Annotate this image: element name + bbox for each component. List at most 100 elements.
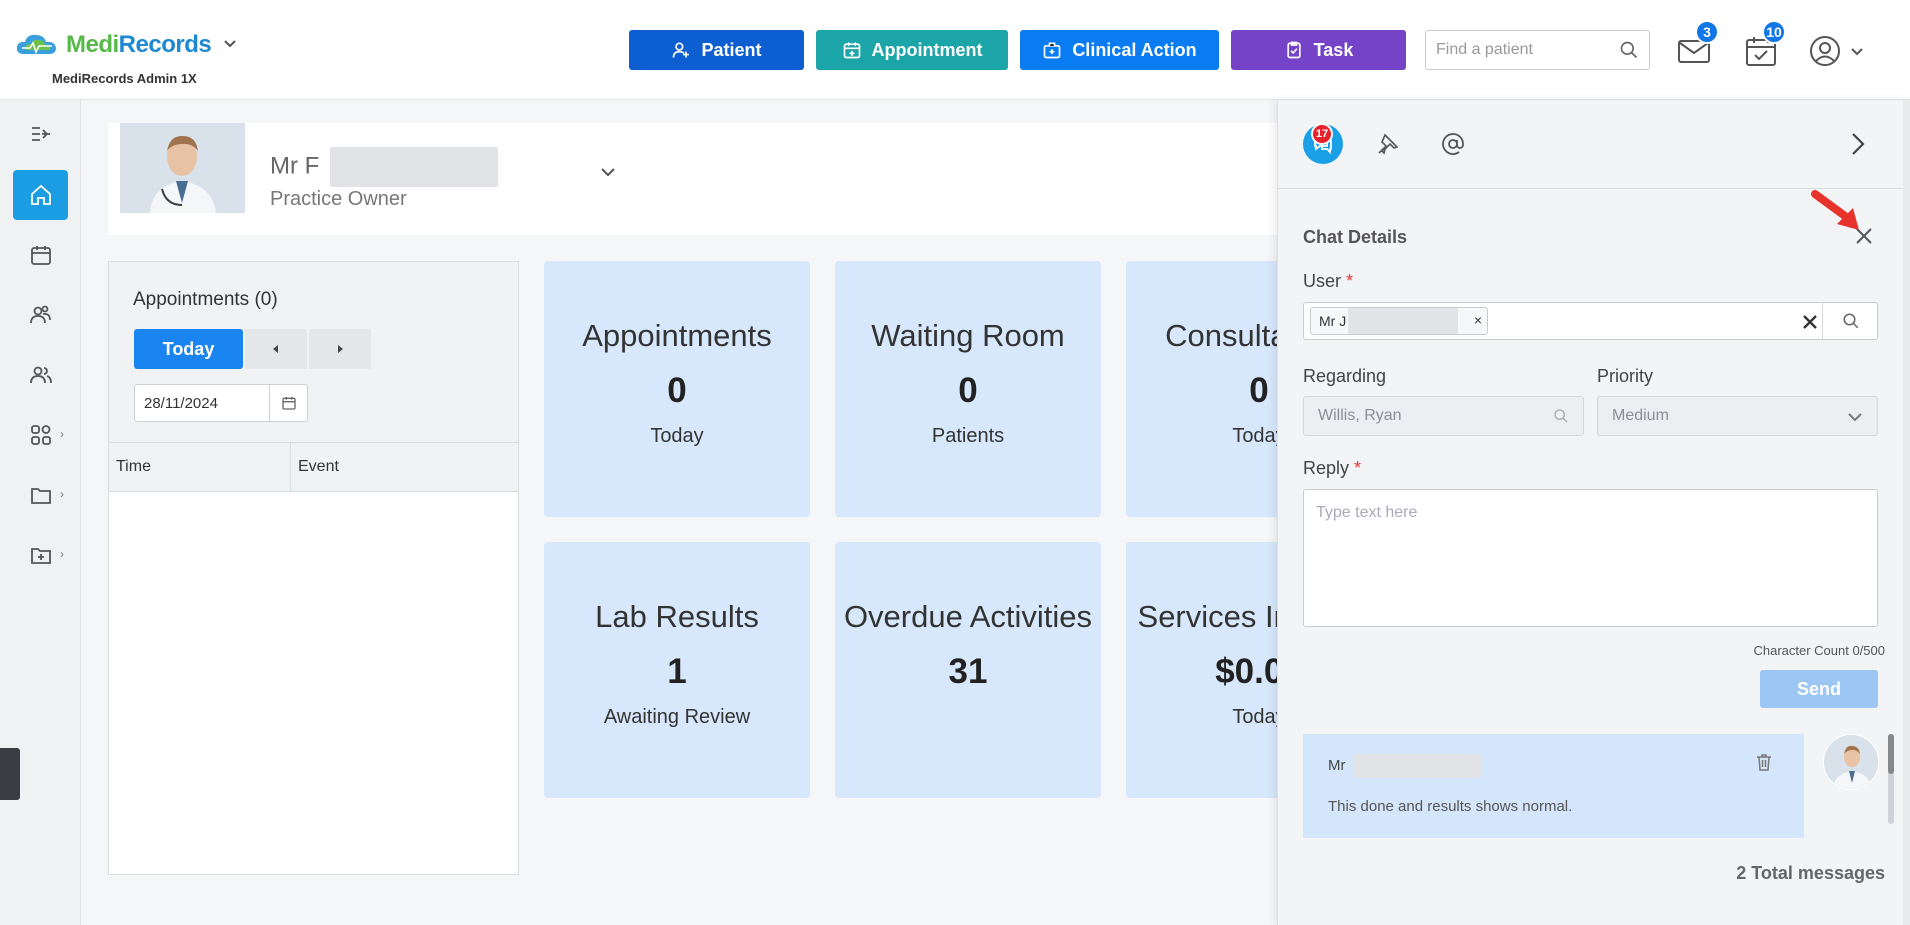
regarding-field: Willis, Ryan [1303,396,1584,436]
reply-label-text: Reply [1303,458,1350,478]
next-day-button[interactable] [309,329,371,369]
add-appointment-button[interactable]: Appointment [816,30,1008,70]
column-time: Time [109,443,291,491]
tile-title: Overdue Activities [843,599,1093,634]
caret-left-icon [273,345,278,353]
nav-home[interactable] [13,170,68,220]
nav-add-folder[interactable]: › [13,530,68,580]
reply-label: Reply * [1303,458,1361,479]
app-logo[interactable]: MediRecords [14,30,237,60]
users-icon [29,366,52,384]
tile-subtitle: Today [1232,706,1286,728]
modules-icon [30,425,51,445]
chat-tabs [1278,100,1910,189]
today-button[interactable]: Today [134,329,243,369]
required-mark: * [1346,271,1354,291]
messages-button[interactable]: 3 [1677,20,1719,68]
remove-chip-icon[interactable]: × [1473,312,1482,328]
add-task-label: Task [1313,39,1354,60]
add-task-button[interactable]: Task [1231,30,1406,70]
user-label-text: User [1303,271,1342,291]
character-count: Character Count 0/500 [1753,643,1885,658]
required-mark: * [1354,458,1362,478]
user-menu[interactable] [1808,34,1868,68]
priority-label: Priority [1597,366,1654,386]
user-field[interactable]: Mr J × [1303,302,1878,340]
appointments-title: Appointments (0) [133,289,278,310]
calendar-icon [30,246,51,265]
patient-search-input[interactable] [1426,31,1606,69]
reply-box[interactable] [1303,489,1878,627]
user-search-button[interactable] [1822,303,1878,339]
expand-menu-button[interactable] [13,109,68,159]
caret-right-icon [338,345,343,353]
tile-title: Appointments [582,318,772,353]
calendar-icon[interactable] [269,385,307,421]
add-patient-label: Patient [701,39,762,60]
page-scrollbar[interactable] [1903,100,1910,925]
chat-message: Mr This done and results shows normal. [1303,734,1804,838]
clinical-action-button[interactable]: Clinical Action [1020,30,1219,70]
tile-value: 0 [667,371,687,410]
user-chip: Mr J × [1310,307,1488,335]
chevron-right-icon[interactable] [1843,129,1873,159]
priority-value: Medium [1612,407,1669,424]
appointments-panel: Appointments (0) Today 28/11/2024 Time E… [108,261,519,875]
chevron-right-icon: › [60,427,64,441]
previous-day-button[interactable] [245,329,307,369]
date-picker[interactable]: 28/11/2024 [134,384,308,422]
chevron-down-icon [1851,48,1863,56]
tile-waiting-room[interactable]: Waiting Room 0 Patients [835,261,1101,517]
tile-subtitle: Patients [931,425,1005,447]
clear-icon[interactable] [1801,311,1819,331]
side-drawer-tab[interactable] [0,748,20,800]
mail-badge: 3 [1695,20,1719,44]
annotation-arrow-icon [1811,190,1859,230]
tile-lab-results[interactable]: Lab Results 1 Awaiting Review [544,542,810,798]
sender-avatar [1823,734,1879,790]
logo-records: Records [118,31,212,58]
chevron-down-icon[interactable] [223,36,237,54]
tile-subtitle: Today [650,425,704,447]
reply-textarea[interactable] [1304,490,1877,626]
tab-pinned[interactable] [1368,124,1408,164]
close-icon[interactable] [1853,225,1875,247]
tile-subtitle: Today [1232,425,1286,447]
nav-folders[interactable]: › [13,470,68,520]
nav-modules[interactable]: › [13,410,68,460]
tasks-calendar-button[interactable]: 10 [1744,20,1786,68]
profile-name-text: Mr F [270,152,320,180]
nav-patients[interactable] [13,290,68,340]
chevron-down-icon[interactable] [600,161,616,182]
tile-appointments[interactable]: Appointments 0 Today [544,261,810,517]
trash-icon[interactable] [1755,752,1773,772]
message-sender: Mr [1328,754,1482,778]
redacted-user [1348,308,1459,334]
chat-panel: Chat Details User * Mr J × Regarding Wil… [1277,100,1910,925]
add-appointment-label: Appointment [871,39,983,60]
tile-value: 0 [958,371,978,410]
folder-plus-icon [30,548,51,564]
message-sender-text: Mr [1328,756,1346,774]
search-icon [1554,409,1568,423]
top-bar: MediRecords MediRecords Admin 1X Patient… [0,0,1910,100]
nav-calendar[interactable] [13,230,68,280]
chat-badge: 17 [1311,123,1333,145]
home-icon [30,184,51,205]
priority-select: Medium [1597,396,1878,436]
tile-overdue-activities[interactable]: Overdue Activities 31 [835,542,1101,798]
patient-search[interactable] [1425,30,1650,70]
tile-value: 1 [667,652,687,691]
tile-value: 31 [948,652,988,691]
tab-mentions[interactable] [1433,124,1473,164]
search-icon [1843,313,1858,329]
scrollbar-thumb[interactable] [1888,734,1894,774]
chat-scrollbar[interactable] [1888,734,1894,824]
add-patient-button[interactable]: Patient [629,30,804,70]
at-sign-icon [1442,133,1464,155]
send-button[interactable]: Send [1760,670,1878,708]
calendar-plus-icon [843,42,860,59]
expand-menu-icon [31,127,50,141]
search-icon[interactable] [1619,40,1639,60]
nav-users[interactable] [13,350,68,400]
